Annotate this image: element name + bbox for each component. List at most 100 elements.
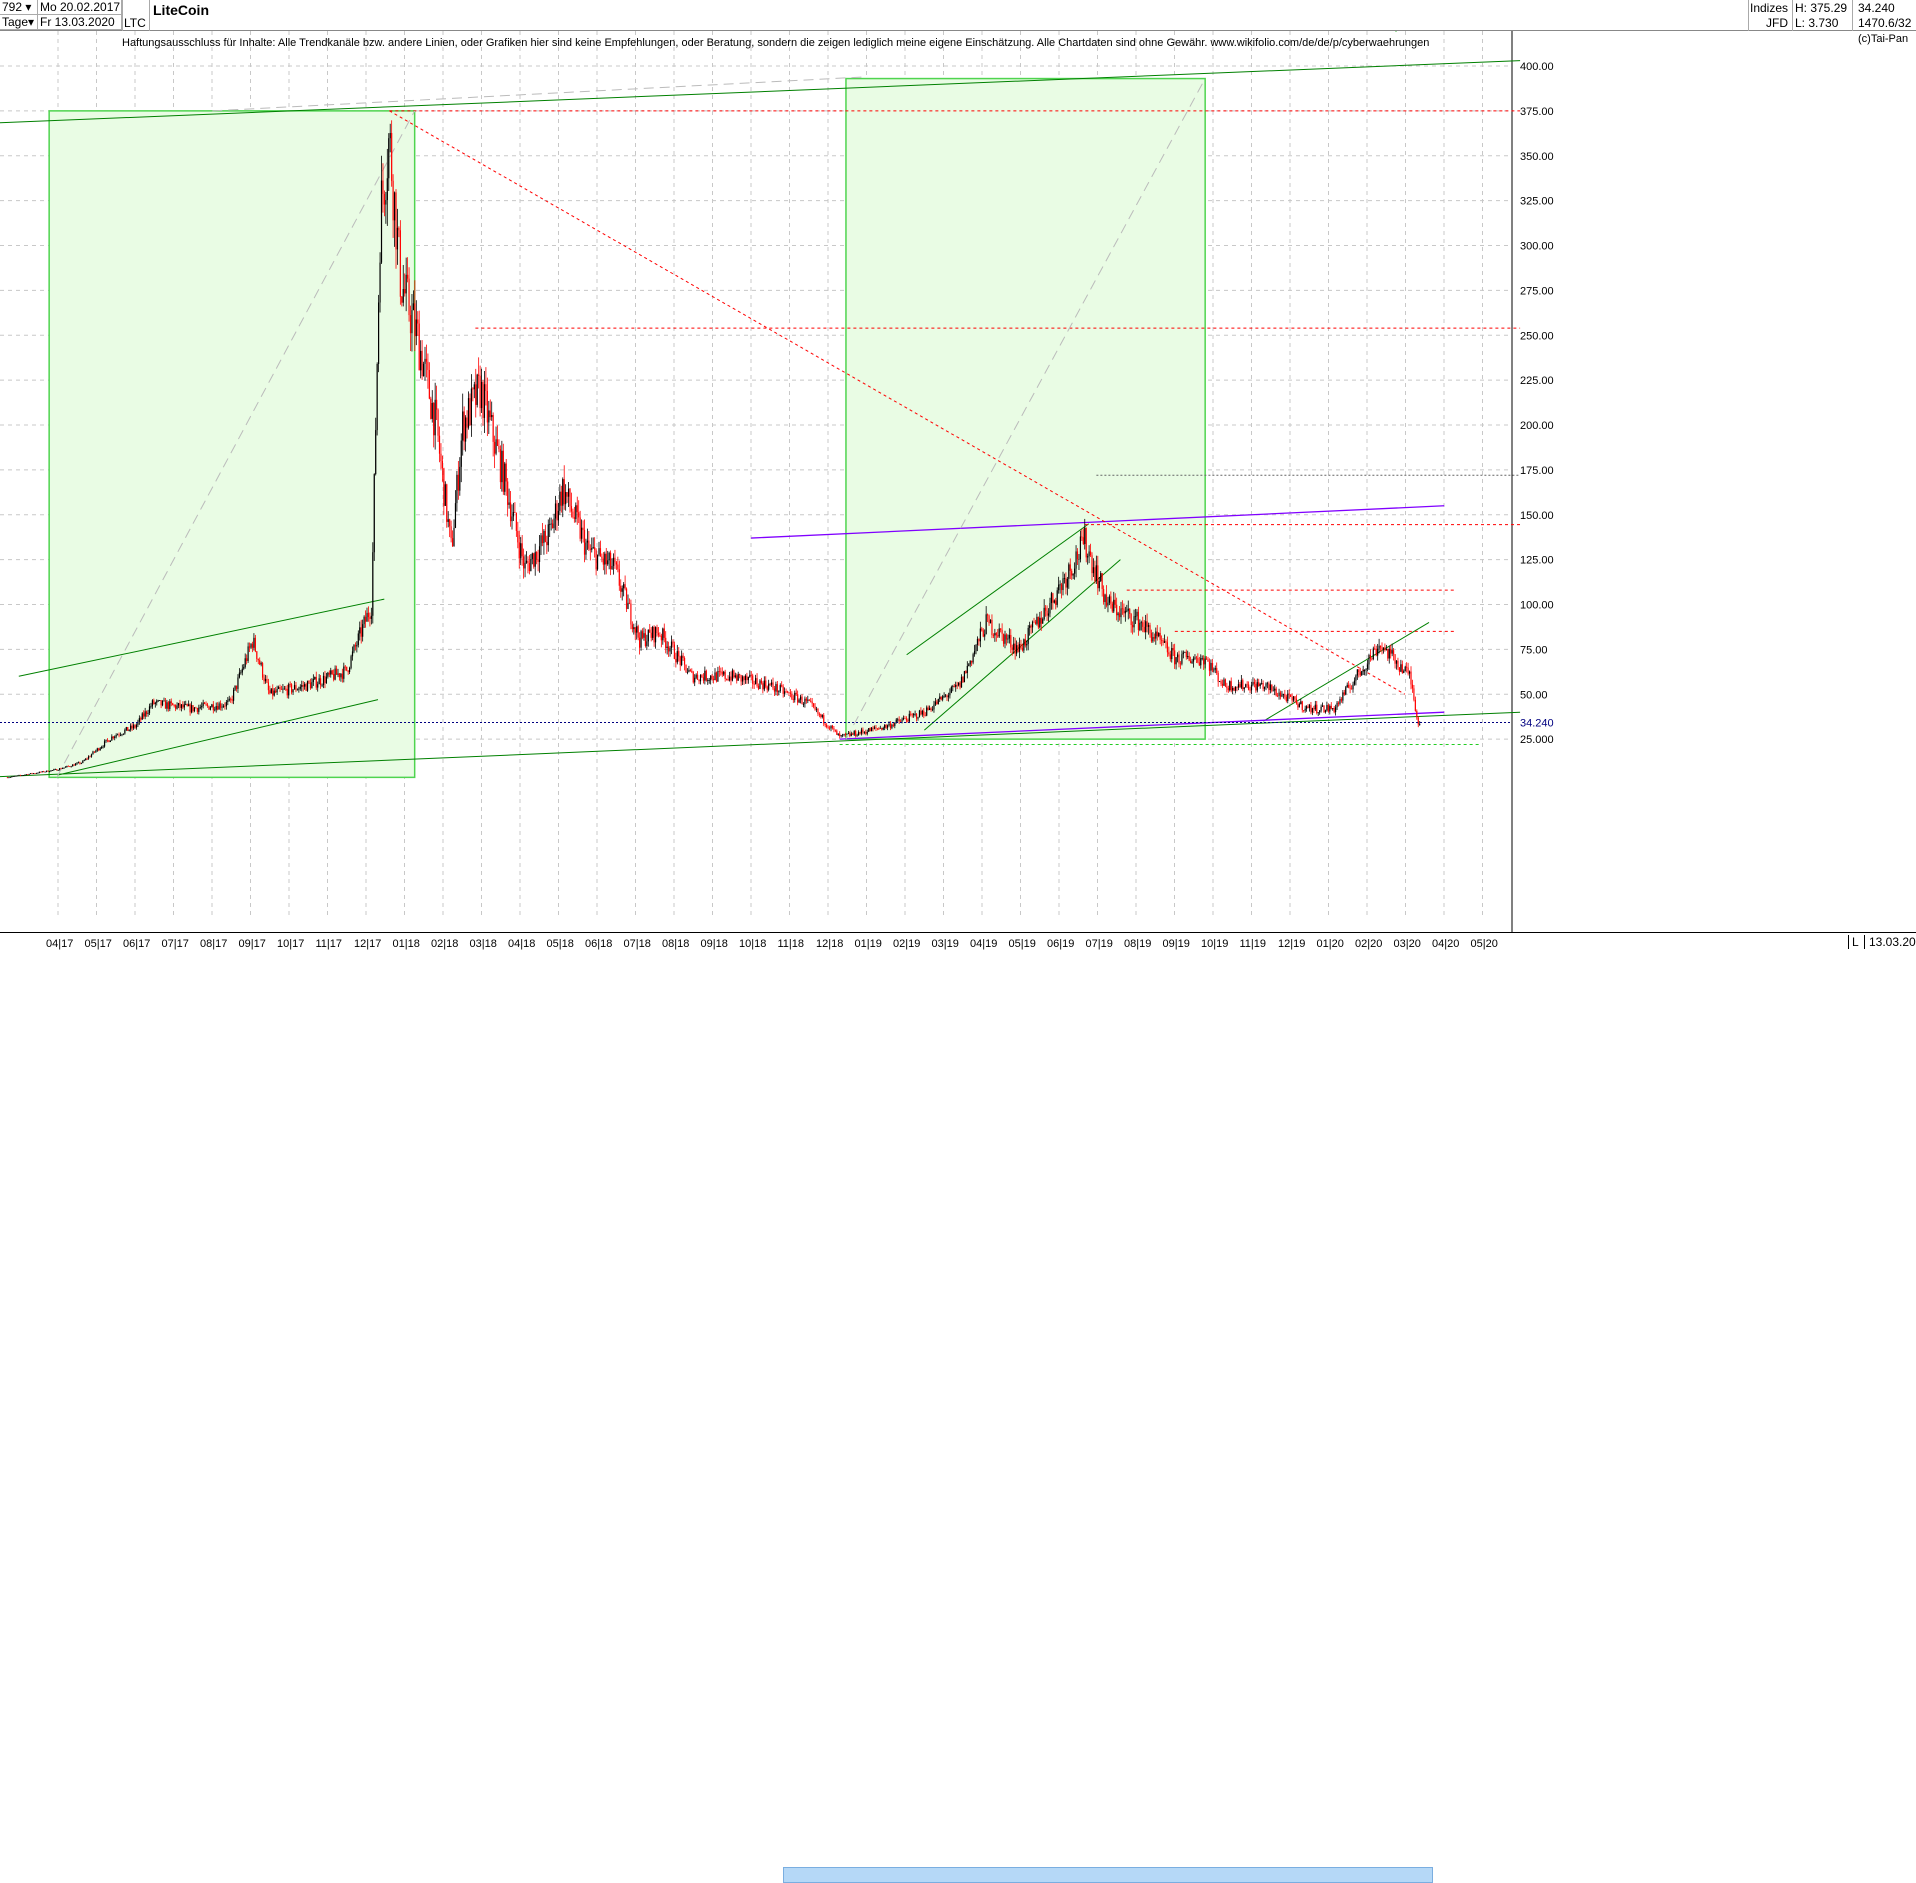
candle-body: [1320, 706, 1322, 711]
candle-body: [1161, 639, 1163, 641]
candle-body: [437, 409, 439, 436]
time-range-scrollbar[interactable]: [783, 1867, 1433, 1883]
candle-body: [438, 435, 441, 454]
candle-body: [810, 700, 812, 702]
candle-body: [343, 666, 345, 679]
candle-body: [496, 439, 499, 447]
candle-body: [16, 775, 19, 777]
candle-body: [1361, 671, 1363, 676]
candle-body: [130, 725, 132, 730]
candle-body: [521, 543, 523, 557]
candle-body: [1140, 622, 1142, 624]
candle-body: [892, 724, 894, 726]
candle-body: [382, 180, 384, 194]
candle-body: [488, 410, 490, 423]
candle-body: [1353, 680, 1356, 685]
candle-body: [585, 542, 587, 555]
candle-body: [798, 699, 800, 703]
candle-body: [344, 666, 346, 668]
candle-body: [257, 659, 259, 661]
candle-body: [1008, 635, 1010, 639]
candle-body: [1243, 687, 1245, 690]
candle-body: [335, 668, 338, 675]
candle-body: [778, 691, 780, 693]
candle-body: [531, 553, 533, 560]
candle-body: [649, 629, 651, 633]
candle-body: [27, 774, 29, 776]
candle-body: [850, 733, 852, 736]
bars-dropdown[interactable]: 792 ▾: [0, 0, 38, 15]
candle-body: [159, 700, 161, 701]
candle-body: [1317, 712, 1319, 714]
price-chart[interactable]: 25.000 50.00 75.00 100.00 125.00 150.00 175.00…: [0, 31, 1916, 932]
candle-body: [988, 615, 990, 624]
candle-body: [1250, 684, 1253, 691]
candle-body: [366, 612, 368, 622]
candle-body: [373, 474, 375, 553]
period-dropdown[interactable]: Tage▾: [0, 15, 38, 30]
candle-body: [718, 671, 720, 672]
candle-body: [971, 660, 973, 663]
x-tick-label: 01|18: [392, 938, 420, 950]
candle-body: [1187, 655, 1189, 658]
candle-body: [11, 776, 13, 778]
candle-body: [711, 675, 713, 679]
candle-body: [309, 682, 312, 689]
candle-body: [1105, 594, 1108, 606]
candle-body: [882, 727, 884, 730]
candle-body: [944, 695, 947, 697]
candle-body: [1314, 704, 1316, 710]
start-date[interactable]: Mo 20.02.2017: [38, 0, 122, 15]
candle-body: [547, 524, 549, 546]
candle-body: [936, 701, 938, 705]
candle-body: [931, 709, 934, 711]
candle-body: [280, 689, 283, 690]
candle-body: [678, 651, 680, 657]
candle-body: [333, 674, 335, 680]
candle-body: [721, 671, 723, 675]
x-tick-label: 03|20: [1393, 938, 1421, 950]
candle-body: [362, 624, 364, 637]
candle-body: [1263, 686, 1266, 689]
candle-body: [889, 723, 892, 728]
candle-body: [51, 770, 53, 771]
candle-body: [647, 629, 649, 642]
end-date[interactable]: Fr 13.03.2020: [38, 15, 122, 30]
candle-body: [151, 700, 154, 707]
candle-body: [1005, 634, 1008, 640]
candle-body: [1364, 670, 1366, 671]
candle-body: [927, 707, 929, 711]
candle-body: [591, 548, 593, 550]
candle-body: [43, 771, 45, 773]
candle-body: [710, 675, 712, 681]
candle-body: [462, 411, 464, 441]
candle-body: [608, 552, 610, 561]
candle-body: [440, 453, 442, 462]
candle-body: [670, 641, 673, 649]
candle-body: [122, 733, 125, 735]
candle-body: [1282, 693, 1285, 695]
candle-body: [634, 627, 636, 633]
candle-body: [652, 626, 654, 638]
candle-body: [1391, 650, 1393, 654]
footer-mode[interactable]: L: [1848, 935, 1859, 949]
candle-body: [953, 686, 955, 688]
date-axis: 04|17 05|17 06|17 07|17 08|17 09|17 10|17 11|17…: [0, 932, 1916, 1883]
candle-body: [518, 542, 520, 559]
candle-body: [898, 719, 900, 722]
candle-body: [1071, 570, 1073, 576]
candle-body: [1382, 647, 1385, 650]
candle-body: [702, 677, 705, 681]
candle-body: [21, 775, 23, 777]
candle-body: [450, 526, 452, 539]
candle-body: [538, 546, 541, 562]
trend-line-dash: [212, 76, 868, 112]
candle-body: [325, 676, 328, 684]
candle-body: [762, 683, 764, 690]
candle-body: [88, 756, 90, 759]
candle-body: [256, 651, 258, 660]
candle-body: [1236, 686, 1238, 688]
candle-body: [1002, 633, 1005, 644]
candle-body: [99, 748, 101, 751]
candle-body: [269, 690, 271, 694]
